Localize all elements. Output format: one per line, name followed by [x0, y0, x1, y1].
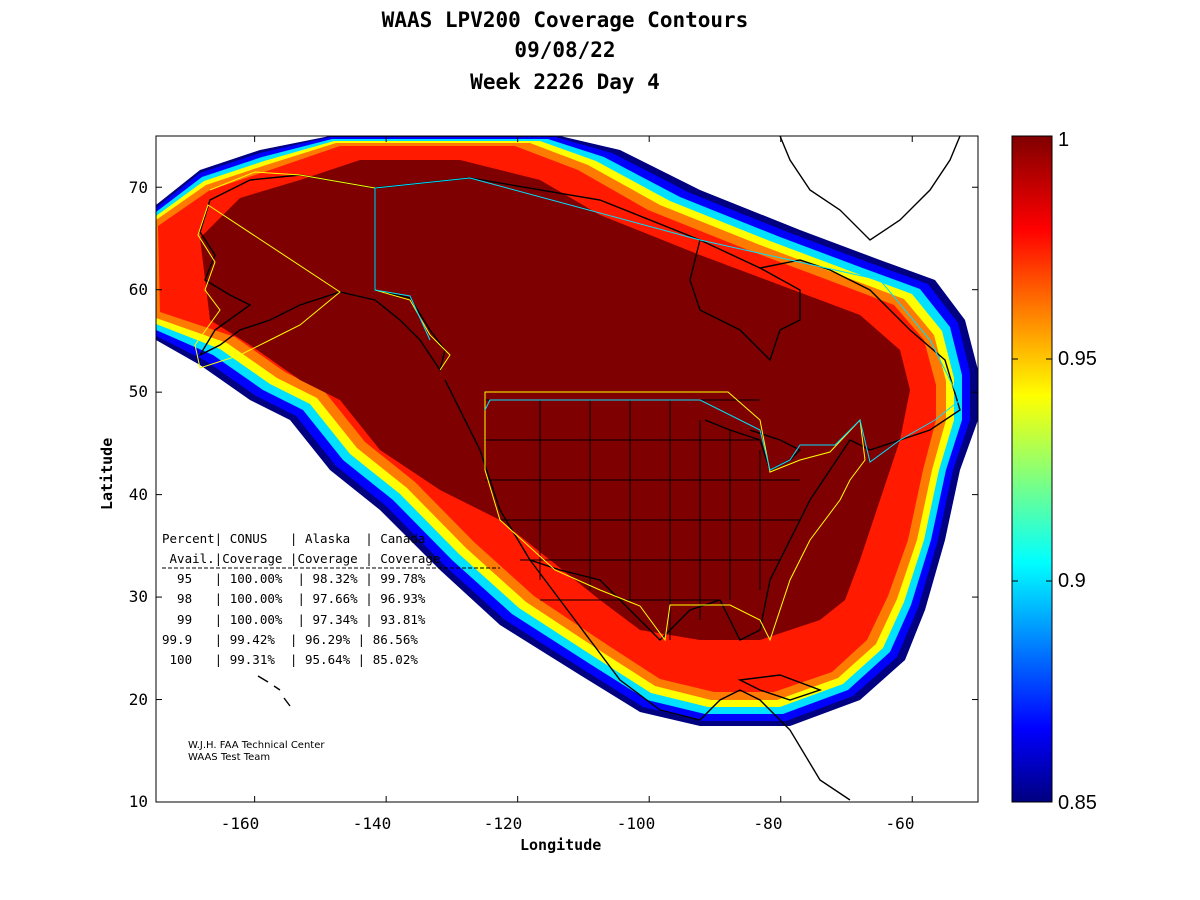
y-tick-label: 50	[129, 382, 148, 401]
canada-service-volume	[374, 177, 961, 471]
table-header-2: Avail.|Coverage |Coverage | Coverage	[162, 551, 440, 566]
colorbar-tick-label: 0.85	[1058, 792, 1097, 814]
y-tick-label: 70	[129, 178, 148, 197]
table-row: 100 | 99.31% | 95.64% | 85.02%	[162, 652, 418, 667]
table-header-1: Percent| CONUS | Alaska | Canada	[162, 531, 425, 546]
hudson-bay-outline	[689, 239, 801, 362]
x-tick-label: -100	[617, 814, 656, 833]
x-tick-label: -160	[221, 814, 260, 833]
y-tick-label: 60	[129, 280, 148, 299]
greenland-outline	[779, 136, 961, 241]
table-row: 99 | 100.00% | 97.34% | 93.81%	[162, 612, 426, 627]
colorbar-ticks	[1012, 358, 1052, 582]
canada-usa-outline	[374, 177, 961, 641]
x-tick-label: -140	[353, 814, 392, 833]
x-tick-label: -80	[754, 814, 783, 833]
chart-date: 09/08/22	[514, 38, 616, 62]
y-tick-label: 20	[129, 690, 148, 709]
plot-frame	[155, 135, 979, 803]
y-tick-label: 30	[129, 587, 148, 606]
axis-ticks	[156, 136, 978, 803]
x-tick-label: -120	[484, 814, 523, 833]
chart-title: WAAS LPV200 Coverage Contours	[381, 8, 749, 32]
table-row: 95 | 100.00% | 98.32% | 99.78%	[162, 571, 426, 586]
hawaii-outline	[257, 675, 291, 707]
cuba-outline	[737, 674, 823, 701]
mexico-outline	[529, 559, 851, 801]
chart-week: Week 2226 Day 4	[470, 70, 660, 94]
credit-text: W.J.H. FAA Technical Center WAAS Test Te…	[188, 740, 325, 763]
colorbar-tick-label: 0.9	[1058, 570, 1086, 592]
table-row: 99.9 | 99.42% | 96.29% | 86.56%	[162, 632, 418, 647]
table-row: 98 | 100.00% | 97.66% | 96.93%	[162, 591, 426, 606]
y-tick-label: 40	[129, 485, 148, 504]
tick-labels: -160 -140 -120 -100 -80 -60 10 20 30 40 …	[129, 178, 915, 833]
alaska-service-volume	[194, 171, 451, 371]
colorbar	[1011, 135, 1053, 803]
colorbar-tick-label: 1	[1058, 129, 1070, 151]
colorbar-tick-label: 0.95	[1058, 348, 1097, 370]
x-tick-label: -60	[886, 814, 915, 833]
service-volumes	[194, 171, 961, 642]
credit-line-2: WAAS Test Team	[188, 752, 270, 763]
y-axis-label: Latitude	[98, 437, 116, 510]
y-tick-label: 10	[129, 792, 148, 811]
conus-service-volume	[484, 391, 866, 642]
x-axis-label: Longitude	[520, 836, 602, 854]
coverage-table: Percent| CONUS | Alaska | Canada Avail.|…	[162, 531, 500, 667]
credit-line-1: W.J.H. FAA Technical Center	[188, 740, 325, 751]
